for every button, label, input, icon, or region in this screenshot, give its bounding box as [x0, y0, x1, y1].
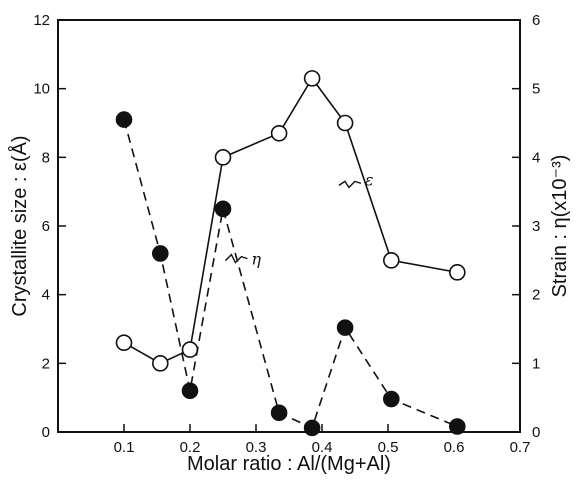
x-tick-label: 0.2 [180, 439, 201, 456]
strain-point [336, 319, 354, 336]
x-axis-title: Molar ratio : Al/(Mg+Al) [187, 453, 391, 475]
y-right-tick-label: 0 [532, 424, 540, 441]
y-right-tick-label: 5 [532, 81, 540, 98]
y-left-tick-label: 2 [42, 355, 50, 372]
strain-point [448, 418, 466, 435]
plot-frame [57, 19, 521, 433]
y-left-tick-label: 6 [42, 218, 50, 235]
series-layer [115, 70, 466, 437]
crystallite-size-point [336, 114, 354, 132]
strain-point [270, 404, 288, 422]
strain-point [382, 390, 400, 408]
series-line-crystallite-size [123, 76, 458, 365]
strain-point [152, 245, 169, 262]
y-left-tick-label: 12 [33, 12, 50, 29]
strain-point [303, 419, 321, 437]
y-right-tick-label: 4 [532, 149, 540, 166]
crystallite-size-point [382, 252, 400, 269]
y-axis-left-title: Crystallite size : ε(Å) [8, 135, 31, 316]
crystallite-size-point [115, 334, 133, 352]
x-tick-label: 0.5 [378, 439, 399, 456]
y-right-tick-label: 2 [532, 287, 540, 304]
y-left-tick-label: 8 [42, 149, 50, 166]
crystallite-size-point [270, 125, 288, 142]
y-right-tick-label: 3 [532, 218, 540, 235]
y-axis-right-title: Strain : η(x10⁻³) [549, 155, 571, 298]
plot-border [57, 19, 521, 433]
x-tick-label: 0.7 [510, 439, 531, 456]
epsilon-leader [338, 180, 362, 189]
y-left-tick-label: 4 [42, 287, 50, 304]
crystallite-size-point [214, 149, 232, 166]
x-tick-label: 0.1 [114, 439, 135, 456]
eta-leader [224, 253, 248, 264]
strain-point [115, 111, 133, 128]
y-left-tick-label: 10 [33, 81, 50, 98]
eta-annotation: η [251, 250, 261, 269]
crystallite-size-point [303, 70, 321, 87]
strain-point [181, 382, 199, 400]
crystallite-size-point [181, 341, 199, 358]
x-tick-label: 0.3 [246, 439, 267, 456]
x-tick-label: 0.4 [312, 439, 333, 456]
crystallite-size-point [448, 264, 466, 281]
strain-point [214, 200, 232, 218]
y-left-tick-label: 0 [42, 424, 50, 441]
y-right-tick-label: 1 [532, 355, 540, 372]
series-line-strain [123, 119, 458, 429]
y-right-tick-label: 6 [532, 12, 540, 29]
x-tick-label: 0.6 [444, 439, 465, 456]
annotation-layer: εη [224, 170, 374, 269]
epsilon-annotation: ε [365, 170, 374, 189]
crystallite-size-point [152, 355, 169, 372]
